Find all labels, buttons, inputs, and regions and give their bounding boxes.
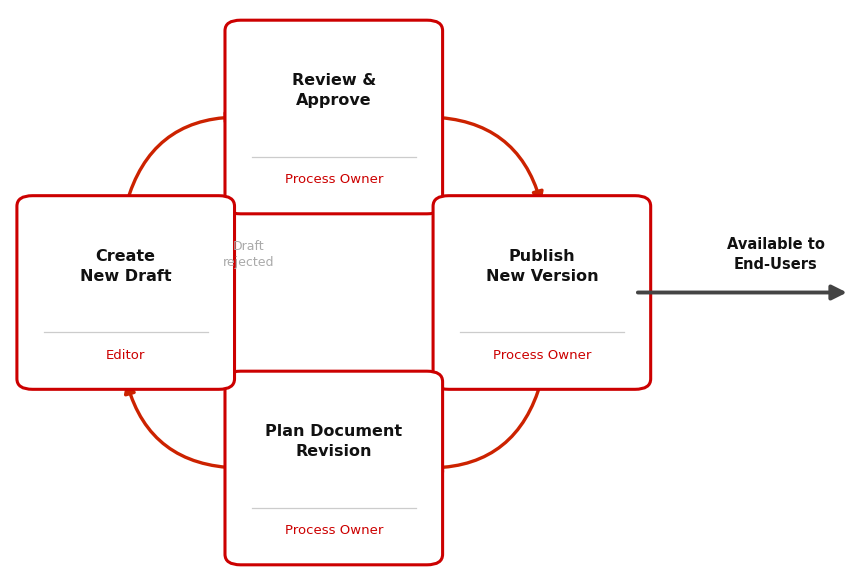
Text: Process Owner: Process Owner (284, 174, 383, 187)
Text: Available to
End-Users: Available to End-Users (727, 237, 825, 272)
Text: Editor: Editor (106, 349, 146, 362)
FancyBboxPatch shape (225, 20, 442, 214)
Text: Process Owner: Process Owner (284, 525, 383, 538)
FancyBboxPatch shape (225, 371, 442, 565)
Text: Plan Document
Revision: Plan Document Revision (265, 424, 402, 459)
Text: Create
New Draft: Create New Draft (80, 249, 172, 284)
Text: Draft
rejected: Draft rejected (223, 240, 275, 269)
Text: Publish
New Version: Publish New Version (486, 249, 598, 284)
FancyBboxPatch shape (16, 195, 234, 390)
FancyBboxPatch shape (433, 195, 650, 390)
Text: Process Owner: Process Owner (492, 349, 591, 362)
Text: Review &
Approve: Review & Approve (291, 73, 376, 108)
